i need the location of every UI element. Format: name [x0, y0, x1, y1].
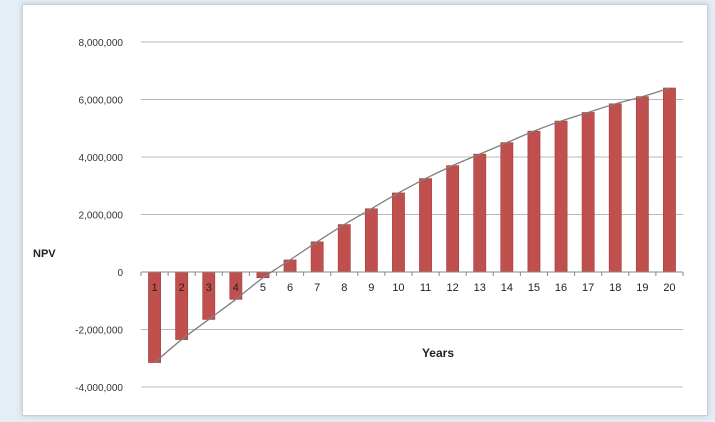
bar — [500, 142, 514, 273]
bar — [446, 165, 460, 273]
bar — [473, 153, 487, 273]
bar — [527, 130, 541, 273]
x-tick-label: 4 — [233, 282, 239, 294]
x-tick-label: 20 — [663, 282, 675, 294]
bar — [364, 208, 378, 273]
x-tick-label: 9 — [368, 282, 374, 294]
y-tick-label: -4,000,000 — [75, 383, 123, 394]
y-tick-label: 0 — [117, 268, 123, 279]
bar — [581, 112, 595, 273]
x-tick-label: 2 — [179, 282, 185, 294]
x-tick-label: 7 — [314, 282, 320, 294]
bar — [283, 259, 297, 273]
trendline-group — [154, 87, 670, 364]
npv-chart: 8,000,000 6,000,000 4,000,000 2,000,000 0 -2,… — [33, 38, 684, 394]
y-axis-label: NPV — [33, 248, 56, 260]
bar — [392, 192, 405, 273]
bar — [663, 87, 676, 273]
x-tick-label: 17 — [582, 282, 594, 294]
x-tick-label: 18 — [609, 282, 621, 294]
bar — [635, 96, 649, 273]
x-tick-label: 15 — [528, 282, 540, 294]
bar — [337, 224, 351, 273]
y-tick-label: 6,000,000 — [79, 96, 124, 107]
x-tick-label: 10 — [392, 282, 404, 294]
x-tick-label: 5 — [260, 282, 266, 294]
x-tick-label: 14 — [501, 282, 513, 294]
bar — [554, 120, 568, 273]
x-tick-label: 3 — [206, 282, 212, 294]
bar-series — [148, 87, 676, 363]
x-tick-label: 8 — [341, 282, 347, 294]
x-tick-label: 1 — [151, 282, 157, 294]
bar — [608, 103, 622, 273]
x-tick-label: 19 — [636, 282, 648, 294]
x-tick-labels: 1 2 3 4 5 6 7 8 9 10 11 12 13 14 15 16 17 18 19 20 — [151, 282, 675, 294]
x-tick-label: 11 — [420, 282, 431, 294]
x-axis — [140, 271, 684, 276]
x-tick-label: 16 — [555, 282, 567, 294]
x-tick-label: 13 — [474, 282, 486, 294]
bar — [310, 241, 324, 273]
y-tick-label: 4,000,000 — [79, 153, 124, 164]
y-tick-label: 2,000,000 — [79, 211, 124, 222]
bar — [202, 271, 216, 320]
y-tick-label: -2,000,000 — [75, 326, 123, 337]
x-axis-label: Years — [422, 346, 454, 360]
x-tick-label: 12 — [447, 282, 459, 294]
x-tick-label: 6 — [287, 282, 293, 294]
chart-frame: 8,000,000 6,000,000 4,000,000 2,000,000 0 -2,… — [22, 4, 708, 416]
y-tick-label: 8,000,000 — [79, 38, 124, 49]
y-tick-labels: 8,000,000 6,000,000 4,000,000 2,000,000 0 -2,… — [75, 38, 123, 394]
bar — [419, 178, 432, 273]
gridlines — [141, 41, 683, 388]
trendline — [154, 87, 670, 364]
